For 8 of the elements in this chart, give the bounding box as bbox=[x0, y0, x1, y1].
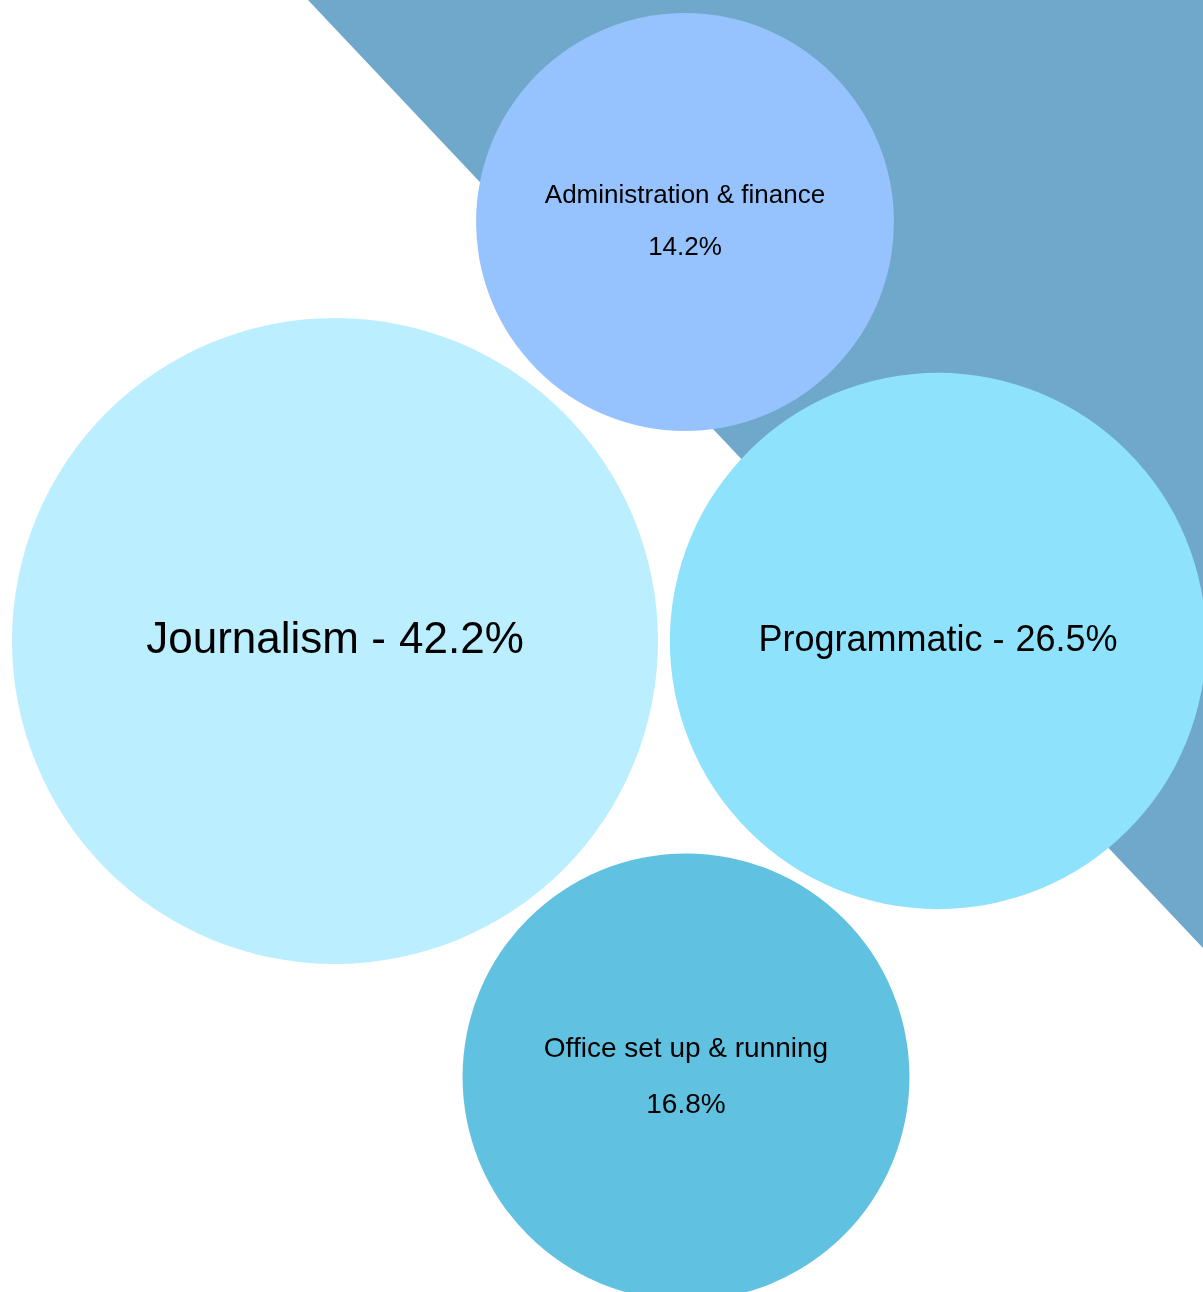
category-label: Journalism - bbox=[146, 613, 386, 663]
category-label: Programmatic - bbox=[758, 617, 1005, 659]
category-label: Office set up & running bbox=[543, 1031, 829, 1063]
data-label: 16.8% bbox=[646, 1087, 726, 1119]
data-label: 42.2% bbox=[399, 613, 524, 663]
data-label: 14.2% bbox=[648, 231, 722, 262]
category-label: Administration & finance bbox=[544, 179, 826, 210]
data-label: 26.5% bbox=[1015, 617, 1118, 659]
